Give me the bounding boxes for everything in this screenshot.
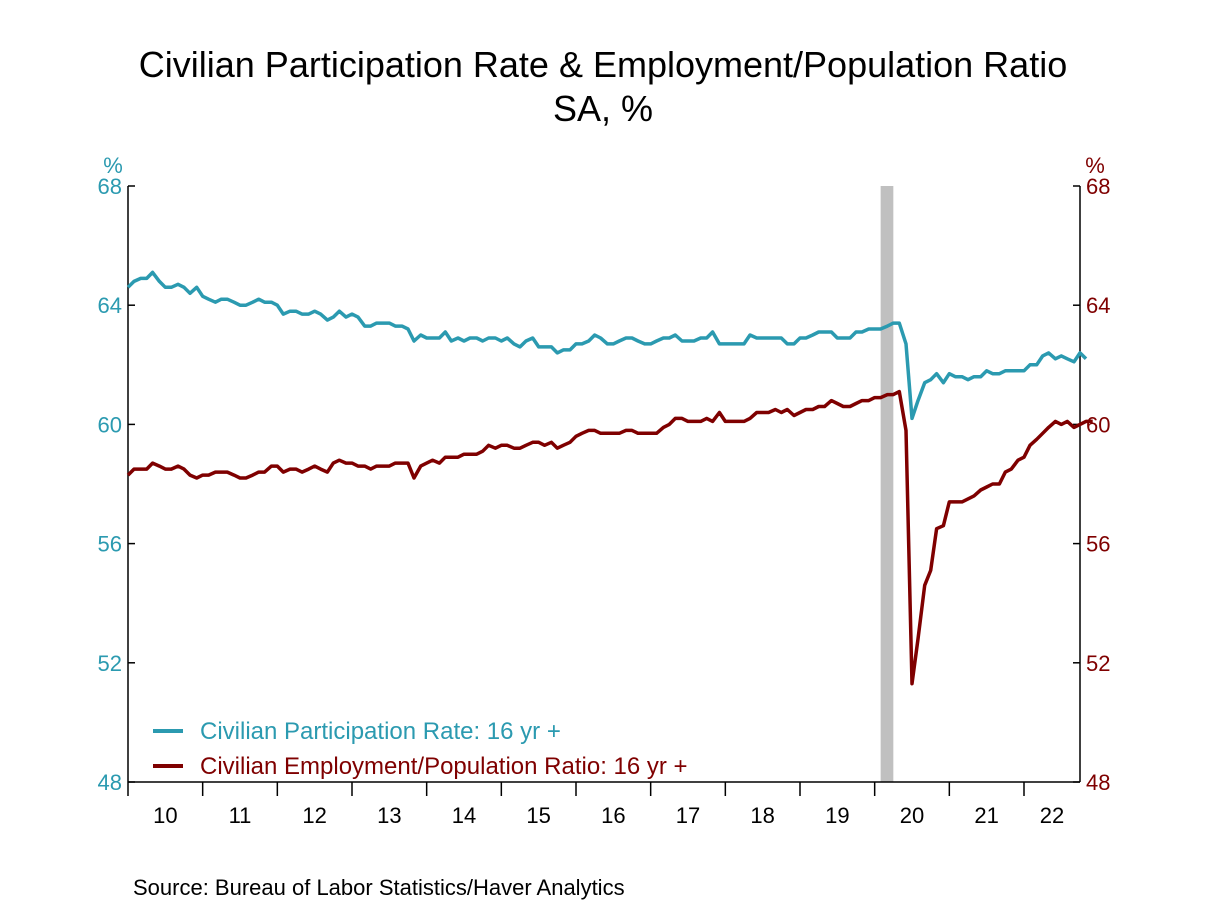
legend: Civilian Participation Rate: 16 yr + Civ… bbox=[153, 718, 688, 780]
chart-subtitle: SA, % bbox=[553, 88, 653, 129]
x-axis-ticks bbox=[127, 782, 1025, 796]
legend-label-participation-rate: Civilian Participation Rate: 16 yr + bbox=[200, 718, 561, 745]
x-tick-label: 13 bbox=[377, 803, 401, 828]
left-tick-label: 56 bbox=[98, 532, 122, 557]
x-tick-label: 15 bbox=[526, 803, 550, 828]
x-tick-label: 10 bbox=[153, 803, 177, 828]
x-tick-label: 14 bbox=[452, 803, 476, 828]
right-tick-label: 52 bbox=[1086, 651, 1110, 676]
left-axis-unit: % bbox=[103, 153, 123, 178]
x-axis-labels: 10 11 12 13 14 15 16 17 18 19 20 21 22 bbox=[153, 803, 1064, 828]
right-tick-label: 68 bbox=[1086, 174, 1110, 199]
left-tick-label: 68 bbox=[98, 174, 122, 199]
left-tick-label: 48 bbox=[98, 770, 122, 795]
x-tick-label: 19 bbox=[825, 803, 849, 828]
left-axis-ticks: 68 64 60 56 52 48 bbox=[98, 174, 135, 795]
legend-label-employment-population-ratio: Civilian Employment/Population Ratio: 16… bbox=[200, 753, 688, 780]
series-line-participation-rate bbox=[126, 270, 1088, 421]
right-axis-unit: % bbox=[1085, 153, 1105, 178]
right-tick-label: 56 bbox=[1086, 532, 1110, 557]
x-tick-label: 11 bbox=[229, 803, 252, 828]
left-tick-label: 52 bbox=[98, 651, 122, 676]
series-line-employment-population-ratio bbox=[126, 389, 1093, 686]
left-tick-label: 64 bbox=[98, 293, 122, 318]
right-tick-label: 48 bbox=[1086, 770, 1110, 795]
right-tick-label: 64 bbox=[1086, 293, 1110, 318]
left-tick-label: 60 bbox=[98, 412, 122, 437]
recession-band bbox=[880, 186, 894, 782]
x-tick-label: 16 bbox=[601, 803, 625, 828]
source-note: Source: Bureau of Labor Statistics/Haver… bbox=[133, 875, 625, 900]
chart-title: Civilian Participation Rate & Employment… bbox=[139, 44, 1067, 85]
x-tick-label: 18 bbox=[750, 803, 774, 828]
x-tick-label: 21 bbox=[974, 803, 998, 828]
right-axis-ticks: 68 64 60 56 52 48 bbox=[1073, 174, 1110, 795]
x-tick-label: 17 bbox=[676, 803, 700, 828]
right-tick-label: 60 bbox=[1086, 412, 1110, 437]
x-tick-label: 22 bbox=[1040, 803, 1064, 828]
x-tick-label: 20 bbox=[900, 803, 924, 828]
x-tick-label: 12 bbox=[302, 803, 326, 828]
